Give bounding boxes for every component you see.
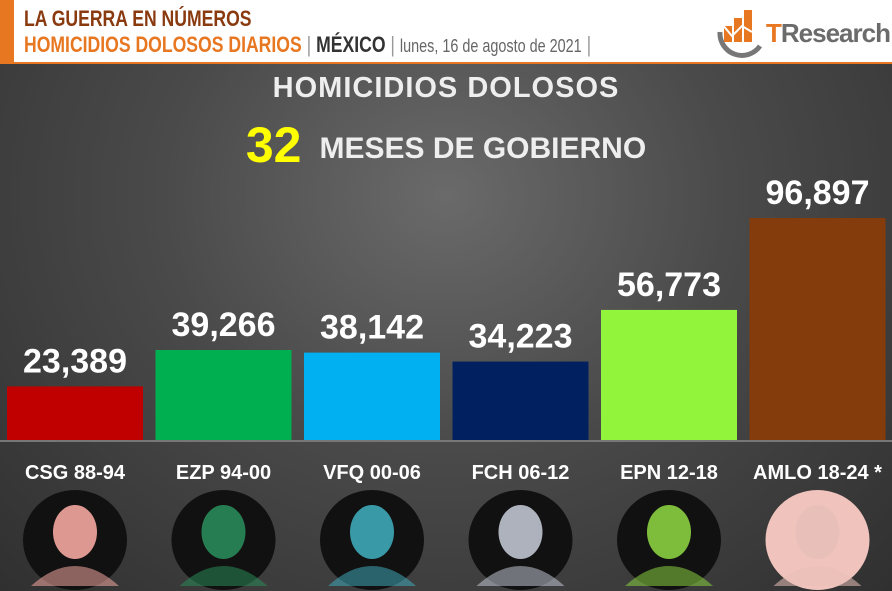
header-subtitle: HOMICIDIOS DOLOSOS DIARIOS | MÉXICO | lu… (24, 32, 591, 58)
value-label: 56,773 (617, 266, 721, 304)
bar-3 (452, 361, 589, 440)
chart-area: HOMICIDIOS DOLOSOS 32 MESES DE GOBIERNO 2… (0, 64, 892, 591)
months-label: MESES DE GOBIERNO (319, 132, 647, 165)
header: LA GUERRA EN NÚMEROS HOMICIDIOS DOLOSOS … (0, 0, 892, 62)
bar-1 (155, 350, 292, 440)
bar-2 (304, 352, 440, 440)
chart-title: HOMICIDIOS DOLOSOS (272, 72, 620, 104)
category-label: VFQ 00-06 (323, 462, 421, 484)
portrait-shoulders (476, 566, 565, 586)
separator: | (306, 32, 312, 57)
subtitle-topic: HOMICIDIOS DOLOSOS DIARIOS (24, 32, 302, 57)
portrait-shoulders (328, 566, 416, 586)
portrait-face (350, 505, 394, 559)
value-label: 38,142 (320, 309, 424, 347)
header-divider (0, 62, 892, 64)
value-label: 96,897 (766, 174, 870, 212)
portrait-face (795, 505, 840, 559)
portrait-shoulders (31, 566, 119, 586)
category-label: EPN 12-18 (620, 462, 718, 484)
portrait-face (498, 505, 543, 559)
separator: | (390, 32, 395, 57)
chart-subtitle: 32 MESES DE GOBIERNO (0, 116, 892, 174)
portrait-shoulders (773, 566, 862, 586)
bar-chart: 23,389 CSG 88-94 39,266 EZP 94-00 38,142 VFQ … (0, 174, 892, 590)
portrait-shoulders (179, 566, 268, 586)
header-title: LA GUERRA EN NÚMEROS (24, 6, 252, 31)
bar-0 (7, 386, 143, 440)
category-label: CSG 88-94 (25, 462, 126, 484)
tresearch-logo: TResearch (712, 2, 891, 58)
months-count: 32 (245, 117, 302, 173)
value-label: 23,389 (23, 342, 127, 380)
separator: | (586, 32, 592, 57)
category-label: FCH 06-12 (472, 462, 570, 484)
value-label: 34,223 (469, 318, 573, 356)
portrait-face (201, 505, 246, 559)
value-label: 39,266 (172, 306, 276, 344)
country: MÉXICO (316, 32, 386, 57)
portrait-shoulders (625, 566, 713, 586)
category-label: EZP 94-00 (176, 462, 271, 484)
logo-chart-icon (717, 10, 763, 58)
bar-4 (601, 309, 737, 440)
portrait-face (53, 505, 97, 559)
category-label: AMLO 18-24 * (753, 462, 882, 484)
date: lunes, 16 de agosto de 2021 (399, 36, 582, 56)
portrait-face (647, 505, 691, 559)
accent-stripe (0, 0, 14, 62)
bar-5 (749, 218, 886, 440)
